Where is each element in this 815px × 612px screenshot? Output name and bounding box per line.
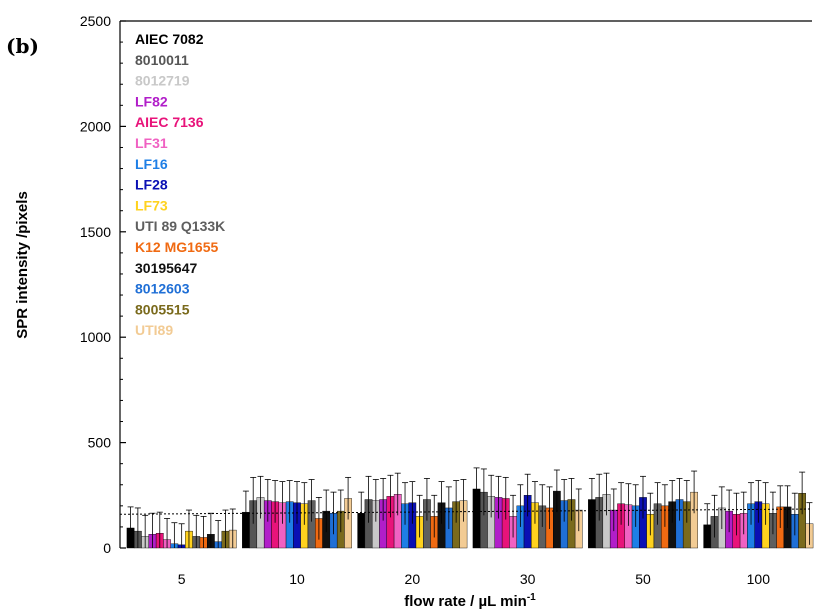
y-tick-label: 1000 (80, 329, 111, 345)
legend-entry: UTI89 (135, 322, 173, 338)
legend-entry: AIEC 7082 (135, 31, 204, 47)
legend-entry: LF16 (135, 156, 168, 172)
legend-entry: 8012719 (135, 73, 190, 89)
y-axis-label: SPR intensity /pixels (14, 191, 31, 339)
y-axis (119, 20, 812, 549)
legend-entry: LF31 (135, 135, 168, 151)
legend-entry: 8005515 (135, 301, 190, 317)
x-tick-label: 30 (520, 571, 536, 587)
x-tick-label: 50 (635, 571, 651, 587)
legend-entry: LF82 (135, 93, 168, 109)
legend: AIEC 7082 8010011 8012719 LF82 AIEC 7136 LF31… (135, 31, 225, 338)
x-tick-label: 10 (289, 571, 305, 587)
panel-label: (b) (6, 34, 39, 58)
x-tick-label: 100 (747, 571, 771, 587)
y-tick-label: 2000 (80, 118, 111, 134)
x-tick-label: 5 (178, 571, 186, 587)
x-axis-label-superscript: -1 (527, 592, 536, 603)
y-tick-label: 2500 (80, 13, 111, 29)
y-tick-label: 1500 (80, 224, 111, 240)
trend-line (119, 508, 813, 515)
x-axis-label: flow rate / µL min-1 (404, 592, 536, 610)
legend-entry: UTI 89 Q133K (135, 218, 225, 234)
legend-entry: AIEC 7136 (135, 114, 204, 130)
y-tick-label: 0 (103, 540, 111, 556)
y-tick-label: 500 (88, 435, 112, 451)
x-tick-label: 20 (405, 571, 421, 587)
error-bars-group (119, 467, 813, 548)
bar-series-group (126, 488, 814, 549)
legend-entry: 30195647 (135, 260, 198, 276)
legend-entry: LF28 (135, 177, 168, 193)
x-tick-labels: 5 10 20 30 50 100 (178, 571, 770, 587)
legend-entry: LF73 (135, 197, 168, 213)
legend-entry: 8010011 (135, 52, 189, 68)
legend-entry: 8012603 (135, 281, 190, 297)
y-tick-labels: 0 500 1000 1500 2000 2500 (80, 13, 111, 556)
legend-entry: K12 MG1655 (135, 239, 218, 255)
